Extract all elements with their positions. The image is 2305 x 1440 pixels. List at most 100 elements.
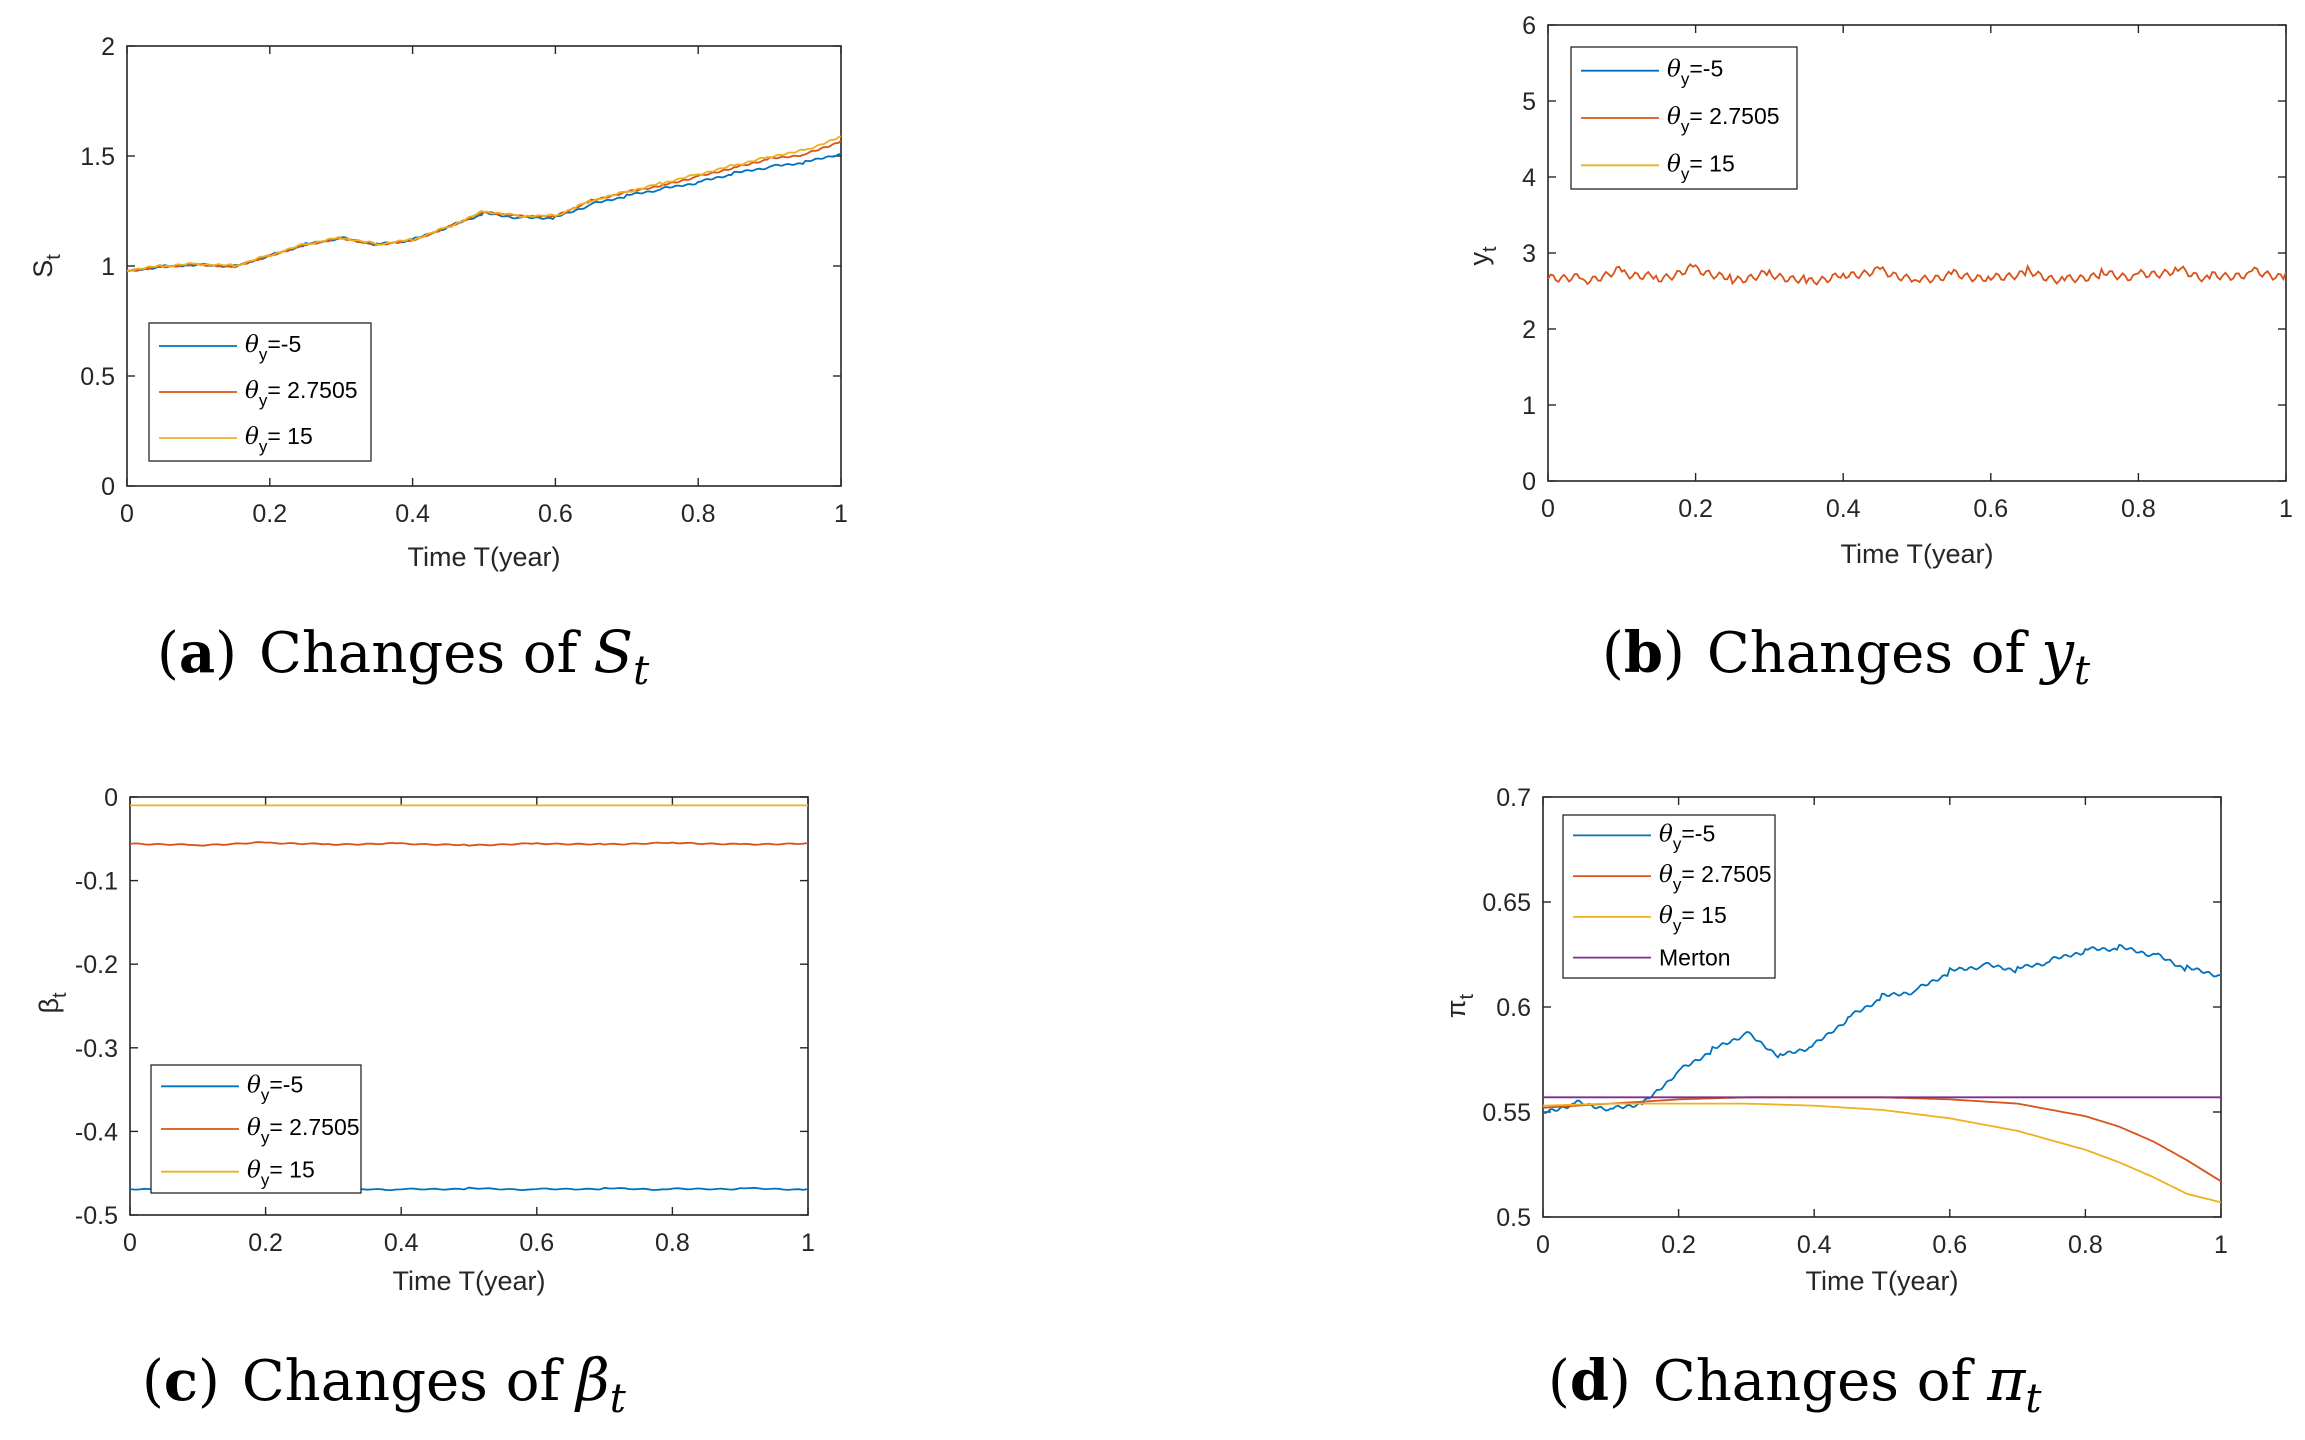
caption-letter: a [179, 620, 215, 686]
x-tick-label: 0.6 [538, 500, 573, 528]
x-tick-label: 0 [1536, 1231, 1550, 1259]
x-tick-label: 0.2 [248, 1229, 283, 1257]
legend: θy=-5 θy = 2.7505 θy= 15 [148, 322, 372, 462]
legend-sub: y [261, 1128, 270, 1147]
y-tick-label: 2 [1522, 316, 1536, 344]
legend-value: =-5 [267, 331, 301, 357]
y-axis-label-symbol: S [28, 260, 58, 278]
x-tick-label: 0.2 [1678, 495, 1713, 523]
legend-entry: θy= 15 [1667, 150, 1735, 183]
x-tick-label: 0.6 [1932, 1231, 1967, 1259]
caption-symbol: π [1986, 1346, 2026, 1414]
x-tick-label: 0.6 [519, 1229, 554, 1257]
y-axis-label-subscript: t [1456, 993, 1478, 999]
x-tick-label: 0.4 [395, 500, 430, 528]
caption-open-paren: ( [1548, 1349, 1570, 1414]
legend-box [1562, 814, 1776, 979]
y-axis-label: yt [1464, 246, 1501, 266]
legend-entry: θy= 2.7505 [247, 1114, 360, 1147]
legend-entry: θy= 2.7505 [1659, 861, 1772, 894]
legend-sub: y [259, 437, 268, 456]
y-tick-label: 0.5 [80, 363, 115, 391]
legend-value: = 2.7505 [267, 377, 357, 403]
caption-letter: b [1624, 620, 1663, 686]
caption-text: Changes of [242, 1349, 565, 1414]
y-axis-label: πt [1441, 993, 1478, 1018]
legend-entry: θy=-5 [245, 331, 301, 364]
legend-theta: θ [1667, 57, 1681, 83]
legend-sub: y [1681, 70, 1690, 89]
legend-entry: θy= 15 [1659, 902, 1727, 935]
panel-caption: (d) Changes of πt [1548, 1346, 2042, 1422]
legend-theta: θ [1659, 862, 1673, 888]
caption-open-paren: ( [1602, 621, 1624, 686]
legend-theta: θ [1667, 151, 1681, 177]
legend-sub: y [1681, 164, 1690, 183]
y-tick-label: 0 [104, 784, 118, 812]
x-axis-label: Time T(year) [407, 542, 560, 572]
legend-sub: y [1681, 117, 1690, 136]
legend-theta: θ [245, 424, 259, 450]
series-line [130, 841, 808, 847]
x-tick-label: 0.4 [1797, 1231, 1832, 1259]
x-tick-label: 0.4 [1826, 495, 1861, 523]
legend-theta: θ [1659, 903, 1673, 929]
panel-d: 0 0.2 0.4 0.6 0.8 1 0.5 0.55 0.6 0.65 0.7 Time T(ye… [1441, 784, 2228, 1422]
x-tick-label: 1 [834, 500, 848, 528]
legend-value: =-5 [1681, 820, 1715, 846]
y-axis-label-symbol: y [1464, 252, 1494, 266]
legend-sub: y [261, 1085, 270, 1104]
series-line [1543, 943, 2221, 1115]
series-line [127, 135, 841, 272]
y-axis-label-subscript: t [1479, 246, 1501, 252]
legend-entry: Merton [1659, 945, 1731, 971]
x-tick-label: 0.8 [681, 500, 716, 528]
y-tick-label: -0.2 [75, 951, 118, 979]
caption-letter: c [164, 1348, 198, 1414]
series-line [1543, 1096, 2221, 1183]
y-axis-label-subscript: t [43, 254, 65, 260]
legend-theta: θ [1667, 104, 1681, 130]
x-tick-label: 0.2 [252, 500, 287, 528]
legend-value: = 2.7505 [1681, 861, 1771, 887]
x-tick-label: 0.4 [384, 1229, 419, 1257]
series-line [1548, 262, 2286, 286]
legend-entry: θy=-5 [1667, 56, 1723, 89]
x-tick-label: 0 [1541, 495, 1555, 523]
legend-theta: θ [247, 1158, 261, 1184]
legend-entry: θy=-5 [1659, 820, 1715, 853]
caption-subscript: t [610, 1376, 627, 1422]
x-axis-label: Time T(year) [1840, 539, 1993, 569]
legend-entry: θy=-5 [247, 1071, 303, 1104]
x-tick-label: 1 [2214, 1231, 2228, 1259]
y-tick-label: -0.1 [75, 868, 118, 896]
caption-close-paren: ) [1609, 1349, 1631, 1414]
caption-letter: d [1570, 1348, 1609, 1414]
legend-value: = 15 [269, 1157, 314, 1183]
y-tick-label: 0.65 [1482, 889, 1531, 917]
y-tick-label: 0.55 [1482, 1099, 1531, 1127]
legend-entry: θy= 15 [245, 423, 313, 456]
y-tick-label: 2 [101, 33, 115, 61]
caption-open-paren: ( [142, 1349, 164, 1414]
y-tick-label: 4 [1522, 164, 1536, 192]
y-tick-label: 1 [101, 253, 115, 281]
caption-close-paren: ) [1663, 621, 1685, 686]
x-axis-label: Time T(year) [1805, 1266, 1958, 1296]
legend-sub: y [1673, 834, 1682, 853]
x-tick-label: 0 [123, 1229, 137, 1257]
y-tick-label: 1.5 [80, 143, 115, 171]
legend-entry: θy= 2.7505 [1667, 103, 1780, 136]
caption-text: Changes of [1653, 1349, 1976, 1414]
legend-theta: θ [247, 1072, 261, 1098]
y-axis-label-subscript: t [49, 992, 71, 998]
series-line [1543, 1102, 2221, 1204]
caption-subscript: t [2074, 648, 2091, 694]
caption-text: Changes of [1707, 621, 2030, 686]
caption-subscript: t [633, 648, 650, 694]
